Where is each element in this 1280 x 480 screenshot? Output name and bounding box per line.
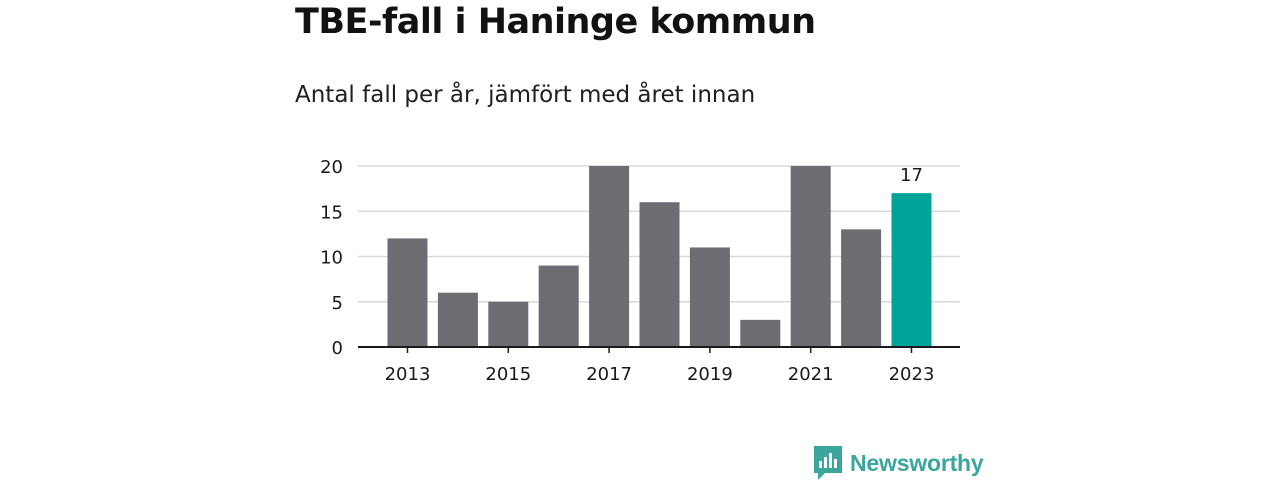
x-tick-label: 2019 (687, 364, 733, 385)
bar (639, 202, 680, 347)
y-tick-label: 10 (320, 248, 343, 269)
bar (488, 301, 529, 347)
bar (589, 166, 630, 347)
bar (387, 238, 428, 347)
x-tick-label: 2021 (788, 364, 834, 385)
bar (538, 265, 579, 347)
chart-title: TBE-fall i Haninge kommun (295, 2, 816, 42)
data-label: 17 (900, 165, 923, 186)
y-tick-label: 5 (332, 293, 343, 314)
newsworthy-logo-icon (814, 446, 842, 480)
bar (437, 292, 478, 347)
bar (891, 193, 932, 347)
bar (790, 166, 831, 347)
x-tick-label: 2023 (889, 364, 935, 385)
brand-logo: Newsworthy (814, 446, 984, 480)
x-tick-label: 2017 (586, 364, 632, 385)
y-tick-label: 0 (332, 338, 343, 359)
y-tick-label: 20 (320, 157, 343, 178)
chart-subtitle: Antal fall per år, jämfört med året inna… (295, 82, 756, 108)
bar (740, 319, 781, 347)
x-tick-label: 2013 (385, 364, 431, 385)
y-tick-label: 15 (320, 202, 343, 223)
brand-name: Newsworthy (850, 449, 984, 476)
bar (689, 247, 730, 347)
bar (841, 229, 882, 347)
x-tick-label: 2015 (485, 364, 531, 385)
